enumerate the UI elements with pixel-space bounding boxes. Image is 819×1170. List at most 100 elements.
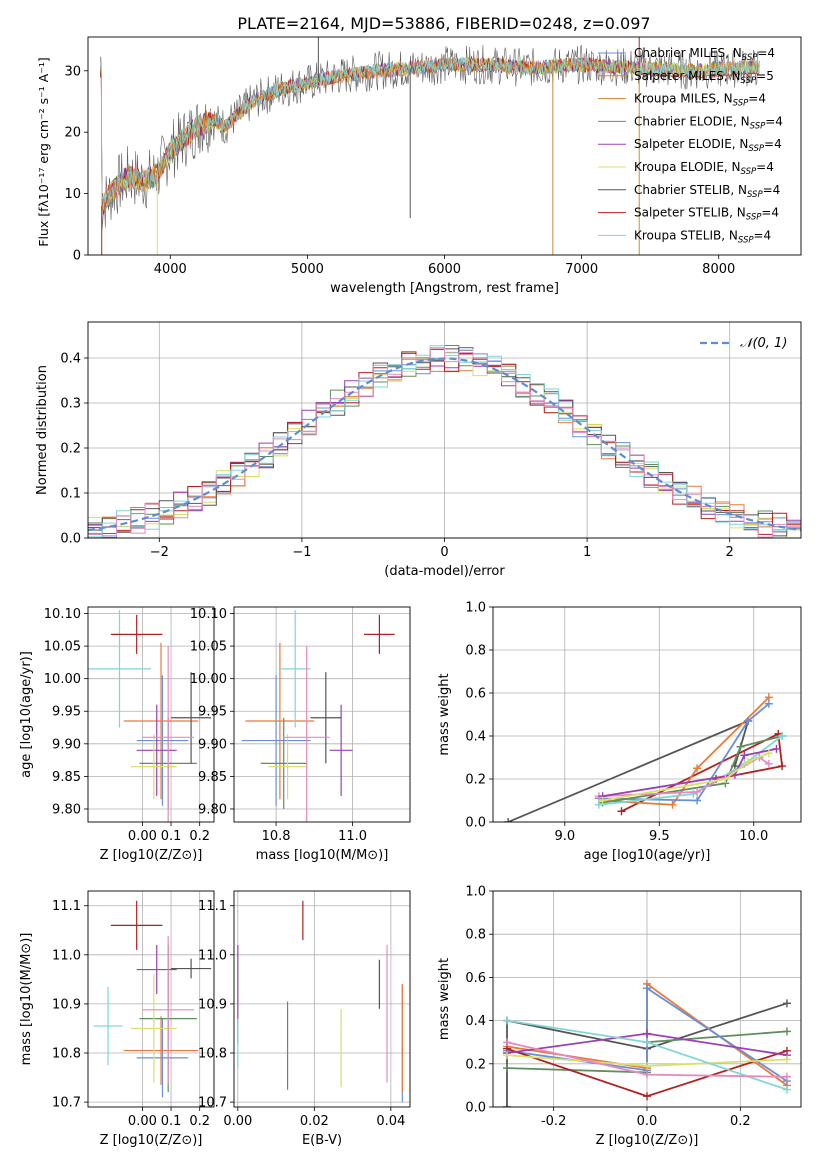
series-marker [764, 699, 773, 708]
panel-3: 0.00 0.1 0.2 9.80 9.85 9.90 9.95 10.00 10.05 10.1… [19, 606, 215, 863]
y-tick-label: 9.80 [52, 802, 81, 817]
y-tick-label: 0.1 [60, 487, 81, 502]
x-axis-label: age [log10(age/yr)] [584, 848, 711, 863]
axes-frame [492, 890, 802, 1108]
axes-frame [492, 606, 802, 823]
series-marker [783, 999, 791, 1008]
y-tick-label: 11.0 [52, 948, 81, 963]
x-tick-label: 5000 [291, 262, 324, 277]
series-marker [744, 757, 753, 766]
series-marker [503, 1016, 511, 1025]
x-tick-label: 7000 [565, 262, 598, 277]
y-tick-label: 0.0 [465, 816, 486, 831]
series-line [598, 756, 770, 798]
y-tick-label: 10.00 [190, 672, 227, 687]
y-tick-label: 10.10 [190, 607, 227, 622]
axes-frame [87, 890, 215, 1108]
y-tick-label: 10.7 [198, 1096, 227, 1111]
y-tick-label: 30 [64, 64, 81, 79]
panel-4: 10.8 11.0 9.80 9.85 9.90 9.95 10.00 10.05 10.10 m… [190, 606, 411, 863]
x-tick-label: 0.00 [128, 829, 157, 844]
series-marker [598, 796, 607, 805]
y-tick-label: 11.1 [198, 899, 227, 914]
plot-area [93, 900, 212, 1098]
series-marker [503, 1038, 511, 1047]
y-tick-label: 10.05 [190, 640, 227, 655]
x-axis-label: Z [log10(Z/Z⊙)] [596, 1133, 699, 1148]
x-tick-label: 6000 [428, 262, 461, 277]
y-tick-label: 9.85 [52, 770, 81, 785]
y-tick-label: 0.0 [60, 532, 81, 547]
series-marker [594, 800, 603, 809]
series-marker [503, 1064, 511, 1073]
y-axis-label: Flux [fλ10⁻¹⁷ erg cm⁻² s⁻¹ A⁻¹] [36, 57, 51, 246]
axes-frame [87, 36, 802, 256]
series-marker [693, 764, 702, 773]
y-tick-label: 1.0 [465, 601, 486, 616]
series-marker [643, 1038, 651, 1047]
x-tick-label: 0.2 [189, 1114, 210, 1129]
y-tick-label: 20 [64, 126, 81, 141]
x-tick-label: 0.2 [730, 1114, 751, 1129]
plot-area [504, 693, 787, 822]
y-tick-label: 10.8 [198, 1047, 227, 1062]
axes-frame [87, 321, 802, 539]
x-tick-label: 11.0 [338, 829, 367, 844]
x-tick-label: 0.00 [223, 1114, 252, 1129]
legend-entry: Salpeter MILES, NSSP=5 [634, 69, 774, 86]
legend: 𝒩(0, 1) [700, 336, 787, 351]
y-tick-label: 9.90 [52, 737, 81, 752]
y-tick-label: 0.2 [465, 773, 486, 788]
axes-frame [233, 606, 411, 823]
series-marker [764, 759, 773, 768]
series-marker [504, 818, 513, 822]
x-tick-label: 10.0 [739, 829, 768, 844]
y-tick-label: 9.80 [198, 802, 227, 817]
y-tick-label: 0.6 [465, 971, 486, 986]
series-marker [643, 984, 651, 993]
x-tick-label: 0.02 [300, 1114, 329, 1129]
series-marker [693, 796, 702, 805]
series-marker [503, 1051, 511, 1060]
series-marker [643, 1092, 651, 1101]
normal-curve [88, 357, 801, 532]
axes-frame [87, 606, 215, 823]
series-marker [772, 744, 781, 753]
y-axis-label: mass weight [437, 673, 452, 755]
y-tick-label: 0.4 [60, 352, 81, 367]
x-tick-label: 0.1 [161, 1114, 182, 1129]
x-axis-label: Z [log10(Z/Z⊙)] [100, 848, 203, 863]
x-tick-label: −2 [150, 545, 169, 560]
legend-entry: Salpeter STELIB, NSSP=4 [634, 206, 779, 223]
y-tick-label: 10.7 [52, 1096, 81, 1111]
series-marker [783, 1085, 791, 1094]
series-marker [721, 775, 730, 783]
y-axis-label: mass [log10(M/M⊙)] [19, 933, 34, 1066]
y-tick-label: 10.05 [44, 640, 81, 655]
panel-5: 9.0 9.5 10.0 0.0 0.2 0.4 0.6 0.8 1.0 age [log10(a… [437, 601, 802, 863]
series-marker [668, 800, 677, 809]
y-axis-label: Normed distribution [35, 365, 50, 495]
figure-title: PLATE=2164, MJD=53886, FIBERID=0248, z=0… [237, 14, 650, 33]
y-tick-label: 10.9 [52, 997, 81, 1012]
x-tick-label: 0.1 [161, 829, 182, 844]
y-tick-label: 0.4 [465, 1014, 486, 1029]
y-tick-label: 0.3 [60, 397, 81, 412]
series-line [621, 732, 784, 813]
plot-area [99, 37, 760, 255]
y-tick-label: 0.2 [60, 442, 81, 457]
series-marker [736, 742, 745, 751]
x-tick-label: 0.00 [128, 1114, 157, 1129]
series-marker [764, 749, 773, 758]
series-marker [778, 762, 787, 771]
y-tick-label: 0.0 [465, 1101, 486, 1116]
series-marker [643, 1029, 651, 1038]
legend-entry: Chabrier ELODIE, NSSP=4 [634, 114, 783, 131]
x-axis-label: (data-model)/error [384, 564, 505, 579]
x-tick-label: 0.2 [189, 829, 210, 844]
panel-1: 4000 5000 6000 7000 8000 0 10 20 30 wavelength [A… [36, 36, 802, 296]
y-axis-label: age [log10(age/yr)] [19, 651, 34, 778]
series-marker [643, 1070, 651, 1079]
x-tick-label: 0 [440, 545, 448, 560]
plot-area [503, 979, 791, 1107]
